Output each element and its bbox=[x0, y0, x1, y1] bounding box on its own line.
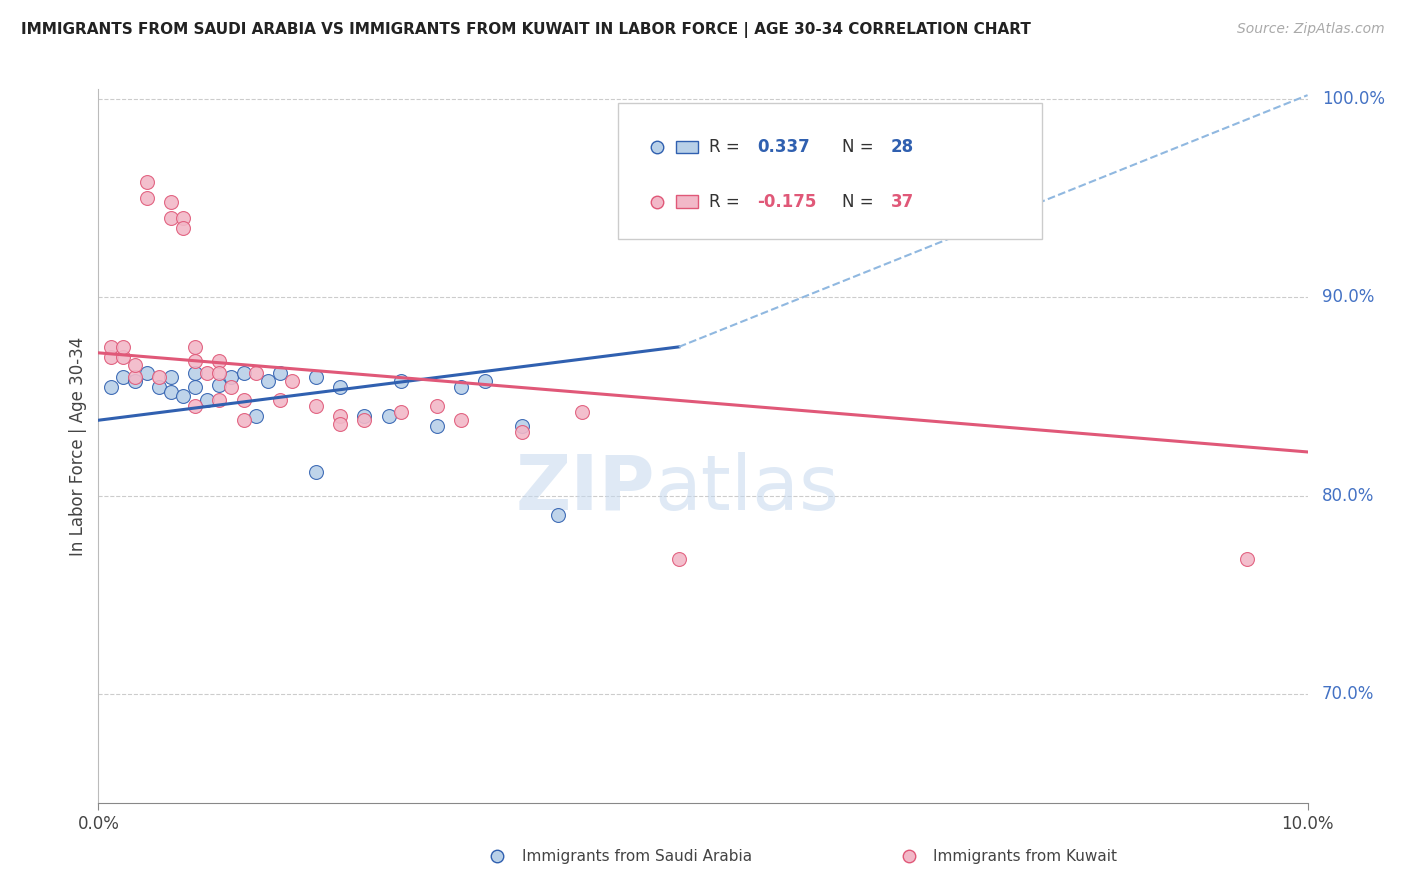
Point bbox=[329, 417, 352, 432]
Text: Source: ZipAtlas.com: Source: ZipAtlas.com bbox=[1237, 22, 1385, 37]
Point bbox=[208, 353, 231, 368]
Point bbox=[256, 374, 278, 388]
Text: N =: N = bbox=[842, 138, 879, 156]
Point bbox=[474, 374, 496, 388]
Point bbox=[172, 211, 194, 225]
Point bbox=[100, 340, 122, 354]
Text: 90.0%: 90.0% bbox=[1322, 288, 1375, 306]
Point bbox=[389, 374, 412, 388]
Point bbox=[221, 379, 243, 393]
Point bbox=[208, 366, 231, 380]
Y-axis label: In Labor Force | Age 30-34: In Labor Force | Age 30-34 bbox=[69, 336, 87, 556]
Point bbox=[160, 211, 183, 225]
Point bbox=[184, 340, 207, 354]
Point bbox=[1236, 552, 1258, 566]
Point bbox=[221, 369, 243, 384]
Point bbox=[172, 221, 194, 235]
Text: atlas: atlas bbox=[655, 452, 839, 525]
Text: 100.0%: 100.0% bbox=[1322, 90, 1385, 108]
Point bbox=[172, 389, 194, 403]
Point bbox=[100, 379, 122, 393]
Point bbox=[184, 366, 207, 380]
Point bbox=[329, 409, 352, 424]
Point bbox=[571, 405, 593, 419]
Text: R =: R = bbox=[709, 193, 745, 211]
Point bbox=[305, 465, 328, 479]
Text: N =: N = bbox=[842, 193, 879, 211]
Point bbox=[510, 425, 533, 439]
Point bbox=[426, 400, 449, 414]
Point bbox=[269, 366, 291, 380]
Text: 37: 37 bbox=[890, 193, 914, 211]
Point bbox=[353, 409, 375, 424]
FancyBboxPatch shape bbox=[676, 195, 699, 208]
Point bbox=[135, 191, 157, 205]
FancyBboxPatch shape bbox=[619, 103, 1042, 239]
Text: 70.0%: 70.0% bbox=[1322, 685, 1375, 703]
Point bbox=[124, 374, 146, 388]
Point bbox=[232, 413, 254, 427]
Point bbox=[111, 369, 134, 384]
FancyBboxPatch shape bbox=[676, 141, 699, 153]
Text: Immigrants from Saudi Arabia: Immigrants from Saudi Arabia bbox=[522, 849, 752, 863]
Text: Immigrants from Kuwait: Immigrants from Kuwait bbox=[932, 849, 1116, 863]
Point bbox=[195, 366, 218, 380]
Text: IMMIGRANTS FROM SAUDI ARABIA VS IMMIGRANTS FROM KUWAIT IN LABOR FORCE | AGE 30-3: IMMIGRANTS FROM SAUDI ARABIA VS IMMIGRAN… bbox=[21, 22, 1031, 38]
Point bbox=[208, 393, 231, 408]
Point bbox=[353, 413, 375, 427]
Point bbox=[668, 552, 690, 566]
Text: R =: R = bbox=[709, 138, 745, 156]
Point bbox=[450, 379, 472, 393]
Text: -0.175: -0.175 bbox=[758, 193, 817, 211]
Text: 80.0%: 80.0% bbox=[1322, 486, 1375, 505]
Point bbox=[160, 385, 183, 400]
Point bbox=[135, 366, 157, 380]
Point bbox=[184, 353, 207, 368]
Point bbox=[245, 366, 267, 380]
Point bbox=[305, 369, 328, 384]
Point bbox=[135, 175, 157, 189]
Point bbox=[329, 379, 352, 393]
Point bbox=[195, 393, 218, 408]
Point bbox=[124, 369, 146, 384]
Point bbox=[100, 350, 122, 364]
Point bbox=[148, 379, 170, 393]
Point bbox=[245, 409, 267, 424]
Point bbox=[450, 413, 472, 427]
Point bbox=[232, 366, 254, 380]
Point bbox=[547, 508, 569, 523]
Point bbox=[377, 409, 399, 424]
Point bbox=[160, 369, 183, 384]
Point bbox=[160, 195, 183, 210]
Point bbox=[389, 405, 412, 419]
Point bbox=[111, 340, 134, 354]
Point bbox=[208, 377, 231, 392]
Point bbox=[281, 374, 304, 388]
Point bbox=[111, 350, 134, 364]
Point bbox=[510, 419, 533, 434]
Text: 0.337: 0.337 bbox=[758, 138, 810, 156]
Point bbox=[184, 379, 207, 393]
Point bbox=[305, 400, 328, 414]
Point bbox=[148, 369, 170, 384]
Point bbox=[426, 419, 449, 434]
Text: 28: 28 bbox=[890, 138, 914, 156]
Point bbox=[232, 393, 254, 408]
Point bbox=[184, 400, 207, 414]
Point bbox=[269, 393, 291, 408]
Point bbox=[124, 358, 146, 372]
Text: ZIP: ZIP bbox=[515, 452, 655, 525]
